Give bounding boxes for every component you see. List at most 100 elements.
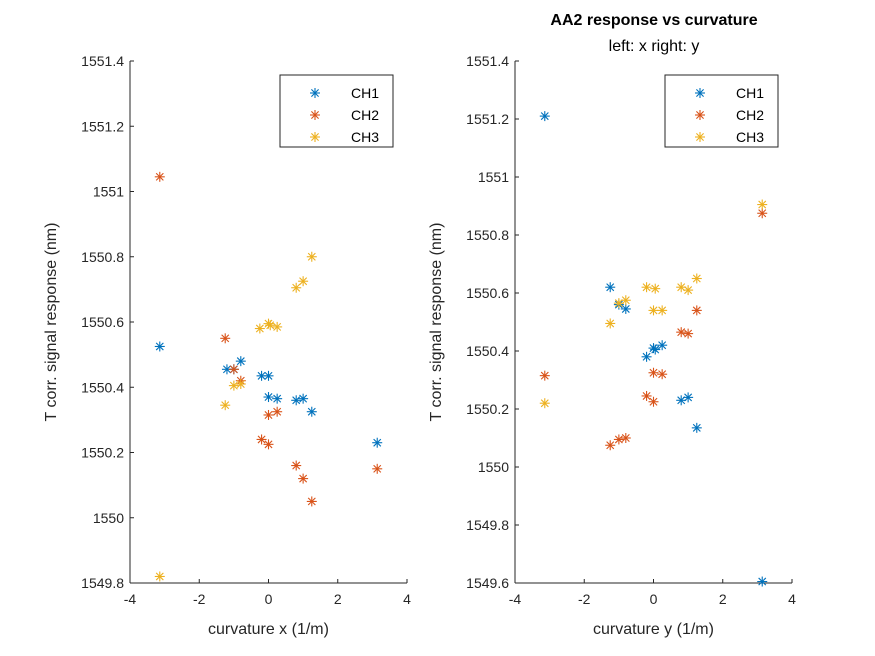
left-point-ch1 <box>291 395 301 405</box>
left-legend-marker-ch3 <box>310 132 320 142</box>
right-point-ch3 <box>540 398 550 408</box>
left-point-ch2 <box>229 364 239 374</box>
left-legend-marker-ch1 <box>310 88 320 98</box>
left-point-ch1 <box>372 438 382 448</box>
left-point-ch2 <box>155 172 165 182</box>
right-point-ch2 <box>614 434 624 444</box>
left-legend-label-ch2: CH2 <box>351 107 379 123</box>
left-x-tick-label: 4 <box>403 591 411 607</box>
left-point-ch3 <box>265 320 275 330</box>
right-legend-marker-ch1 <box>695 88 705 98</box>
right-x-tick-label: 2 <box>719 591 727 607</box>
left-point-ch2 <box>220 333 230 343</box>
right-point-ch1 <box>540 111 550 121</box>
left-point-ch3 <box>155 571 165 581</box>
left-point-ch2 <box>272 407 282 417</box>
right-point-ch2 <box>649 368 659 378</box>
left-y-tick-label: 1550.6 <box>81 314 124 330</box>
right-y-axis-label: T corr. signal response (nm) <box>428 223 445 422</box>
right-y-tick-label: 1550.6 <box>466 285 509 301</box>
left-point-ch1 <box>264 392 274 402</box>
right-point-ch2 <box>649 397 659 407</box>
left-scatter-panel: -4 -2 0 2 4 1549.8 1550 1550.2 1550.4 1550.6 1550.… <box>43 53 411 638</box>
right-scatter-panel: -4 -2 0 2 4 1549.6 1549.8 1550 1550.2 1550.4 1550.… <box>428 53 796 638</box>
left-y-tick-label: 1550 <box>93 510 124 526</box>
left-point-ch1 <box>272 394 282 404</box>
left-point-ch3 <box>236 379 246 389</box>
left-y-tick-label: 1550.2 <box>81 445 124 461</box>
right-point-ch1 <box>621 304 631 314</box>
right-y-tick-label: 1550.4 <box>466 343 509 359</box>
left-point-ch3 <box>255 324 265 334</box>
left-y-tick-label: 1551.4 <box>81 53 124 69</box>
right-x-tick-label: 0 <box>650 591 658 607</box>
right-x-tick-label: 4 <box>788 591 796 607</box>
right-y-tick-label: 1551.4 <box>466 53 509 69</box>
right-legend-label-ch2: CH2 <box>736 107 764 123</box>
right-point-ch2 <box>621 433 631 443</box>
right-y-tick-label: 1549.6 <box>466 575 509 591</box>
left-y-tick-label: 1551 <box>93 184 124 200</box>
right-point-ch2 <box>605 440 615 450</box>
right-legend-marker-ch3 <box>695 132 705 142</box>
left-point-ch2 <box>291 461 301 471</box>
right-point-ch3 <box>605 318 615 328</box>
left-point-ch3 <box>229 381 239 391</box>
right-legend-label-ch1: CH1 <box>736 85 764 101</box>
figure: AA2 response vs curvature left: x right:… <box>0 0 875 656</box>
left-point-ch3 <box>298 276 308 286</box>
left-legend-label-ch1: CH1 <box>351 85 379 101</box>
right-x-tick-label: -4 <box>509 591 522 607</box>
right-point-ch3 <box>621 295 631 305</box>
left-point-ch3 <box>307 252 317 262</box>
right-point-ch2 <box>642 391 652 401</box>
left-x-tick-label: 2 <box>334 591 342 607</box>
left-x-tick-label: -2 <box>193 591 206 607</box>
left-point-ch1 <box>307 407 317 417</box>
figure-title: AA2 response vs curvature <box>550 12 757 29</box>
right-point-ch2 <box>676 327 686 337</box>
left-point-ch3 <box>272 322 282 332</box>
left-x-tick-label: 0 <box>265 591 273 607</box>
left-point-ch2 <box>264 410 274 420</box>
right-point-ch2 <box>683 329 693 339</box>
right-point-ch3 <box>650 284 660 294</box>
left-y-tick-label: 1549.8 <box>81 575 124 591</box>
right-point-ch2 <box>757 208 767 218</box>
left-point-ch3 <box>220 400 230 410</box>
left-point-ch2 <box>264 439 274 449</box>
right-point-ch3 <box>757 200 767 210</box>
left-point-ch1 <box>236 356 246 366</box>
left-point-ch2 <box>372 464 382 474</box>
right-legend-label-ch3: CH3 <box>736 129 764 145</box>
right-point-ch3 <box>642 282 652 292</box>
right-point-ch3 <box>657 305 667 315</box>
right-y-tick-label: 1551.2 <box>466 111 509 127</box>
right-point-ch3 <box>692 274 702 284</box>
right-point-ch2 <box>540 371 550 381</box>
left-y-tick-label: 1550.8 <box>81 249 124 265</box>
right-legend: CH1 CH2 CH3 <box>665 75 778 147</box>
right-x-tick-label: -2 <box>578 591 591 607</box>
figure-subtitle: left: x right: y <box>609 38 700 55</box>
right-point-ch1 <box>692 423 702 433</box>
right-point-ch1 <box>657 340 667 350</box>
right-point-ch3 <box>649 305 659 315</box>
left-point-ch1 <box>298 394 308 404</box>
right-point-ch3 <box>683 285 693 295</box>
left-x-tick-label: -4 <box>124 591 137 607</box>
left-point-ch2 <box>307 496 317 506</box>
right-point-ch2 <box>692 305 702 315</box>
right-x-axis-label: curvature y (1/m) <box>593 621 714 638</box>
right-y-tick-label: 1549.8 <box>466 517 509 533</box>
right-point-ch2 <box>657 369 667 379</box>
left-legend-marker-ch2 <box>310 110 320 120</box>
right-point-ch1 <box>642 352 652 362</box>
right-point-ch1 <box>650 345 660 355</box>
right-y-tick-label: 1551 <box>478 169 509 185</box>
right-point-ch1 <box>683 392 693 402</box>
left-y-tick-label: 1550.4 <box>81 379 124 395</box>
left-y-axis-label: T corr. signal response (nm) <box>43 223 60 422</box>
right-y-tick-label: 1550.8 <box>466 227 509 243</box>
right-point-ch1 <box>757 577 767 587</box>
